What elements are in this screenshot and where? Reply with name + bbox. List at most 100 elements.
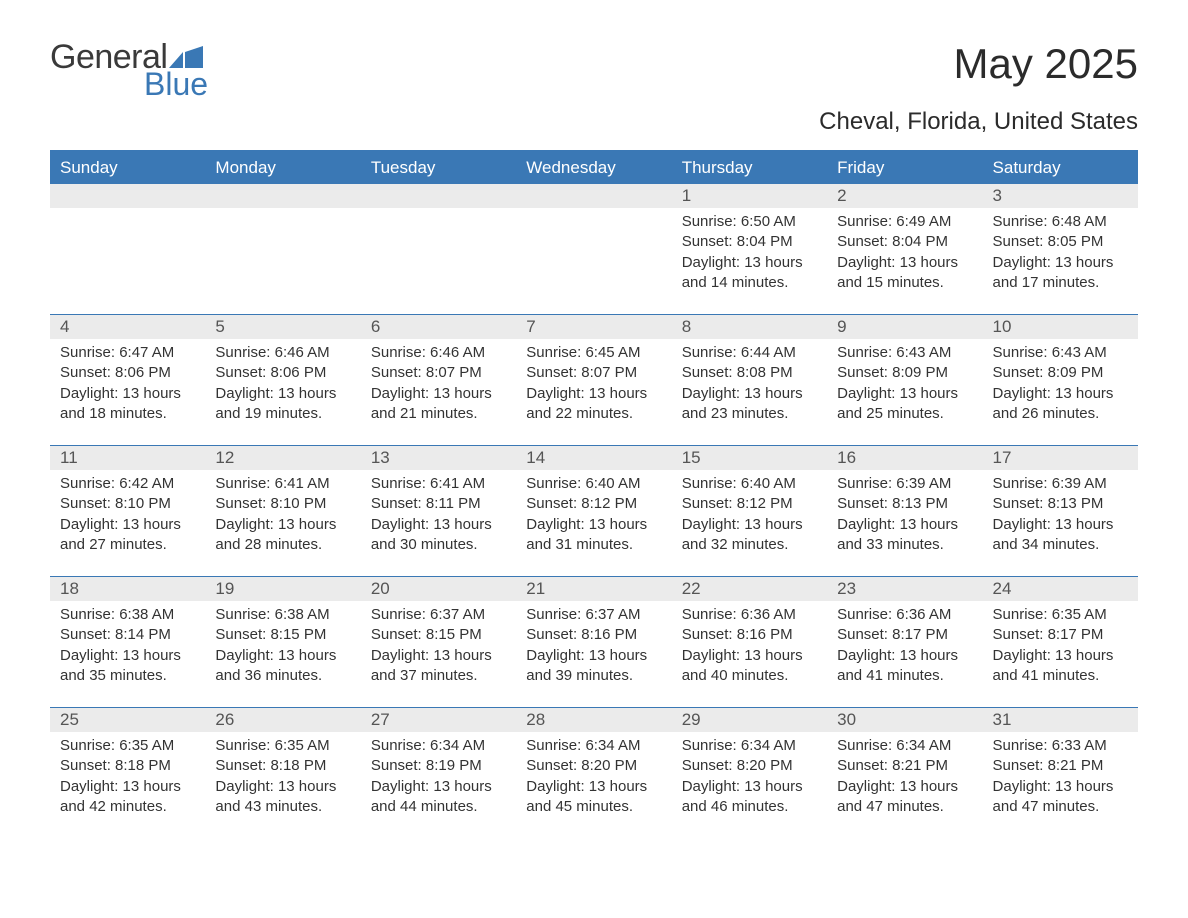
daylight-text-2: and 42 minutes. bbox=[60, 797, 195, 817]
sunset-text: Sunset: 8:13 PM bbox=[993, 494, 1128, 514]
day-details: Sunrise: 6:45 AMSunset: 8:07 PMDaylight:… bbox=[516, 339, 671, 434]
daylight-text-2: and 15 minutes. bbox=[837, 273, 972, 293]
sunset-text: Sunset: 8:17 PM bbox=[993, 625, 1128, 645]
calendar-day: 19Sunrise: 6:38 AMSunset: 8:15 PMDayligh… bbox=[205, 577, 360, 707]
day-details: Sunrise: 6:37 AMSunset: 8:16 PMDaylight:… bbox=[516, 601, 671, 696]
sunrise-text: Sunrise: 6:42 AM bbox=[60, 474, 195, 494]
day-number: 26 bbox=[205, 708, 360, 732]
day-details: Sunrise: 6:35 AMSunset: 8:18 PMDaylight:… bbox=[205, 732, 360, 827]
sunset-text: Sunset: 8:09 PM bbox=[837, 363, 972, 383]
weekday-header: Sunday bbox=[50, 152, 205, 184]
day-number: 17 bbox=[983, 446, 1138, 470]
calendar-week: 25Sunrise: 6:35 AMSunset: 8:18 PMDayligh… bbox=[50, 707, 1138, 838]
sunset-text: Sunset: 8:19 PM bbox=[371, 756, 506, 776]
daylight-text-2: and 27 minutes. bbox=[60, 535, 195, 555]
sunrise-text: Sunrise: 6:35 AM bbox=[993, 605, 1128, 625]
sunset-text: Sunset: 8:17 PM bbox=[837, 625, 972, 645]
sunrise-text: Sunrise: 6:46 AM bbox=[215, 343, 350, 363]
sunrise-text: Sunrise: 6:41 AM bbox=[371, 474, 506, 494]
sunset-text: Sunset: 8:18 PM bbox=[215, 756, 350, 776]
sunset-text: Sunset: 8:20 PM bbox=[526, 756, 661, 776]
calendar-day: 31Sunrise: 6:33 AMSunset: 8:21 PMDayligh… bbox=[983, 708, 1138, 838]
calendar-day: 2Sunrise: 6:49 AMSunset: 8:04 PMDaylight… bbox=[827, 184, 982, 314]
calendar-day: 8Sunrise: 6:44 AMSunset: 8:08 PMDaylight… bbox=[672, 315, 827, 445]
calendar-day bbox=[205, 184, 360, 314]
sunrise-text: Sunrise: 6:40 AM bbox=[526, 474, 661, 494]
day-number: 11 bbox=[50, 446, 205, 470]
daylight-text-2: and 43 minutes. bbox=[215, 797, 350, 817]
sunrise-text: Sunrise: 6:38 AM bbox=[215, 605, 350, 625]
calendar-day: 7Sunrise: 6:45 AMSunset: 8:07 PMDaylight… bbox=[516, 315, 671, 445]
day-number: 29 bbox=[672, 708, 827, 732]
day-details: Sunrise: 6:41 AMSunset: 8:11 PMDaylight:… bbox=[361, 470, 516, 565]
sunrise-text: Sunrise: 6:43 AM bbox=[837, 343, 972, 363]
calendar-week: 18Sunrise: 6:38 AMSunset: 8:14 PMDayligh… bbox=[50, 576, 1138, 707]
logo-text-blue: Blue bbox=[144, 68, 208, 100]
sunrise-text: Sunrise: 6:44 AM bbox=[682, 343, 817, 363]
sunset-text: Sunset: 8:21 PM bbox=[993, 756, 1128, 776]
calendar-day: 3Sunrise: 6:48 AMSunset: 8:05 PMDaylight… bbox=[983, 184, 1138, 314]
sunset-text: Sunset: 8:09 PM bbox=[993, 363, 1128, 383]
daylight-text-2: and 31 minutes. bbox=[526, 535, 661, 555]
sunrise-text: Sunrise: 6:41 AM bbox=[215, 474, 350, 494]
calendar-day: 22Sunrise: 6:36 AMSunset: 8:16 PMDayligh… bbox=[672, 577, 827, 707]
calendar-day: 6Sunrise: 6:46 AMSunset: 8:07 PMDaylight… bbox=[361, 315, 516, 445]
daylight-text-2: and 37 minutes. bbox=[371, 666, 506, 686]
weekday-header: Friday bbox=[827, 152, 982, 184]
day-number: 20 bbox=[361, 577, 516, 601]
sunset-text: Sunset: 8:08 PM bbox=[682, 363, 817, 383]
weekday-header: Wednesday bbox=[516, 152, 671, 184]
calendar-day: 12Sunrise: 6:41 AMSunset: 8:10 PMDayligh… bbox=[205, 446, 360, 576]
weekday-header: Tuesday bbox=[361, 152, 516, 184]
daylight-text-2: and 21 minutes. bbox=[371, 404, 506, 424]
day-number bbox=[361, 184, 516, 208]
daylight-text-1: Daylight: 13 hours bbox=[837, 253, 972, 273]
daylight-text-2: and 26 minutes. bbox=[993, 404, 1128, 424]
calendar-day bbox=[361, 184, 516, 314]
sunrise-text: Sunrise: 6:35 AM bbox=[215, 736, 350, 756]
daylight-text-2: and 14 minutes. bbox=[682, 273, 817, 293]
sunrise-text: Sunrise: 6:35 AM bbox=[60, 736, 195, 756]
day-details: Sunrise: 6:35 AMSunset: 8:17 PMDaylight:… bbox=[983, 601, 1138, 696]
daylight-text-2: and 44 minutes. bbox=[371, 797, 506, 817]
calendar-day: 25Sunrise: 6:35 AMSunset: 8:18 PMDayligh… bbox=[50, 708, 205, 838]
sunset-text: Sunset: 8:12 PM bbox=[682, 494, 817, 514]
day-details: Sunrise: 6:40 AMSunset: 8:12 PMDaylight:… bbox=[672, 470, 827, 565]
daylight-text-1: Daylight: 13 hours bbox=[993, 515, 1128, 535]
daylight-text-2: and 45 minutes. bbox=[526, 797, 661, 817]
sunset-text: Sunset: 8:20 PM bbox=[682, 756, 817, 776]
sunset-text: Sunset: 8:04 PM bbox=[837, 232, 972, 252]
sunset-text: Sunset: 8:13 PM bbox=[837, 494, 972, 514]
day-details: Sunrise: 6:39 AMSunset: 8:13 PMDaylight:… bbox=[827, 470, 982, 565]
calendar-day: 15Sunrise: 6:40 AMSunset: 8:12 PMDayligh… bbox=[672, 446, 827, 576]
day-number: 12 bbox=[205, 446, 360, 470]
sunset-text: Sunset: 8:10 PM bbox=[215, 494, 350, 514]
daylight-text-2: and 36 minutes. bbox=[215, 666, 350, 686]
daylight-text-1: Daylight: 13 hours bbox=[837, 515, 972, 535]
day-number: 23 bbox=[827, 577, 982, 601]
calendar-day: 4Sunrise: 6:47 AMSunset: 8:06 PMDaylight… bbox=[50, 315, 205, 445]
day-details: Sunrise: 6:43 AMSunset: 8:09 PMDaylight:… bbox=[827, 339, 982, 434]
daylight-text-2: and 23 minutes. bbox=[682, 404, 817, 424]
day-number: 13 bbox=[361, 446, 516, 470]
daylight-text-1: Daylight: 13 hours bbox=[682, 646, 817, 666]
sunset-text: Sunset: 8:15 PM bbox=[371, 625, 506, 645]
day-number: 7 bbox=[516, 315, 671, 339]
daylight-text-1: Daylight: 13 hours bbox=[526, 515, 661, 535]
calendar-week: 4Sunrise: 6:47 AMSunset: 8:06 PMDaylight… bbox=[50, 314, 1138, 445]
daylight-text-2: and 19 minutes. bbox=[215, 404, 350, 424]
sunrise-text: Sunrise: 6:39 AM bbox=[993, 474, 1128, 494]
calendar-day: 1Sunrise: 6:50 AMSunset: 8:04 PMDaylight… bbox=[672, 184, 827, 314]
day-number: 6 bbox=[361, 315, 516, 339]
calendar-day: 14Sunrise: 6:40 AMSunset: 8:12 PMDayligh… bbox=[516, 446, 671, 576]
location-subtitle: Cheval, Florida, United States bbox=[50, 108, 1138, 136]
sunrise-text: Sunrise: 6:49 AM bbox=[837, 212, 972, 232]
calendar-day: 16Sunrise: 6:39 AMSunset: 8:13 PMDayligh… bbox=[827, 446, 982, 576]
calendar-day: 5Sunrise: 6:46 AMSunset: 8:06 PMDaylight… bbox=[205, 315, 360, 445]
sunrise-text: Sunrise: 6:45 AM bbox=[526, 343, 661, 363]
sunrise-text: Sunrise: 6:43 AM bbox=[993, 343, 1128, 363]
sunrise-text: Sunrise: 6:40 AM bbox=[682, 474, 817, 494]
calendar-day: 10Sunrise: 6:43 AMSunset: 8:09 PMDayligh… bbox=[983, 315, 1138, 445]
calendar-day: 28Sunrise: 6:34 AMSunset: 8:20 PMDayligh… bbox=[516, 708, 671, 838]
calendar-day: 11Sunrise: 6:42 AMSunset: 8:10 PMDayligh… bbox=[50, 446, 205, 576]
